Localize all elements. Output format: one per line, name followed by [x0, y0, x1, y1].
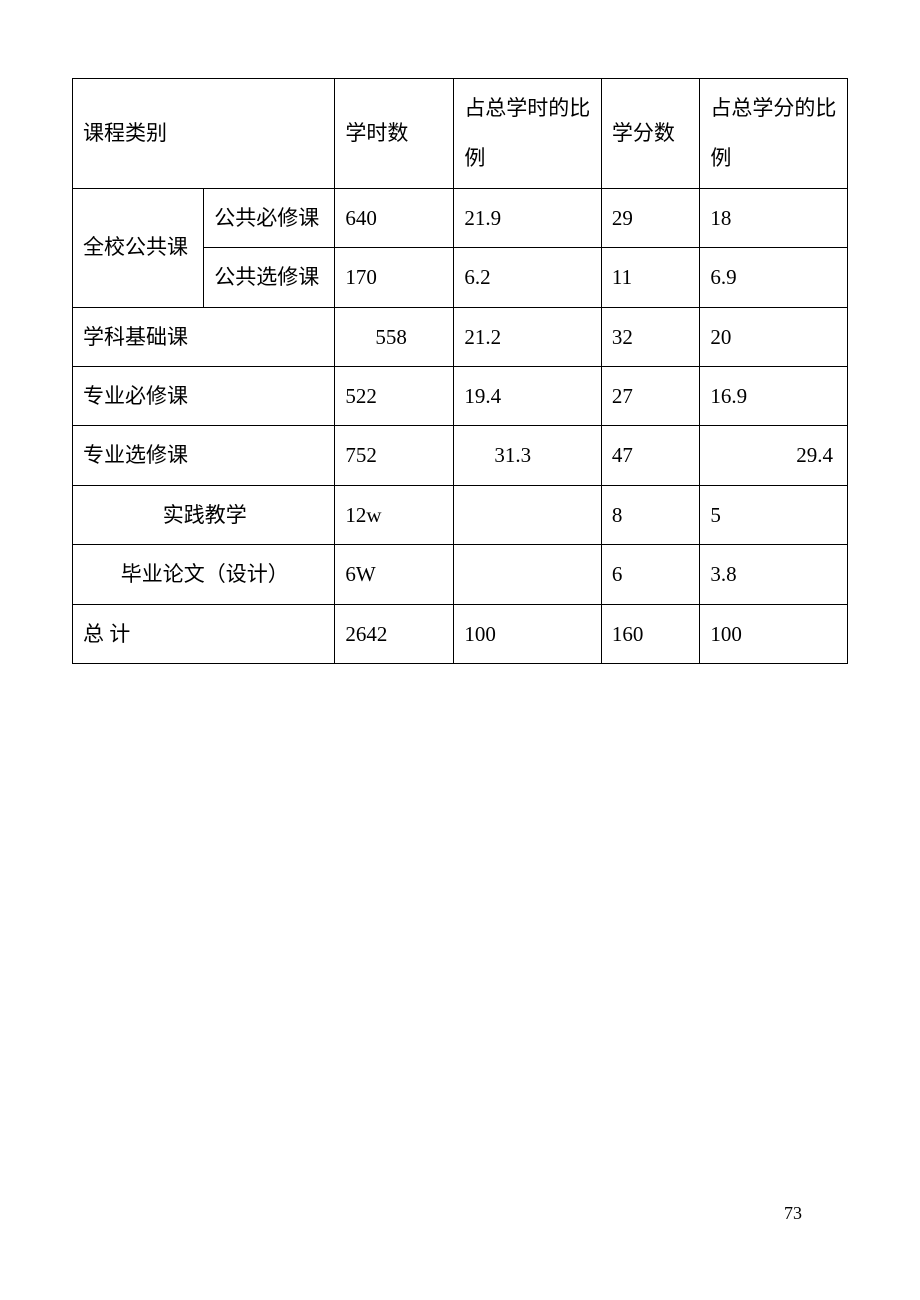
cell-major-opt-hours: 752	[335, 426, 454, 485]
cell-major-req-hours-pct: 19.4	[454, 366, 602, 425]
page-number: 73	[784, 1203, 802, 1224]
table-row: 专业必修课 522 19.4 27 16.9	[73, 366, 848, 425]
cell-subject-base-credits: 32	[601, 307, 699, 366]
header-credits: 学分数	[601, 79, 699, 189]
header-credits-pct: 占总学分的比例	[700, 79, 848, 189]
cell-practice-credits-pct: 5	[700, 485, 848, 544]
cell-group-public-label: 全校公共课	[73, 188, 204, 307]
table-row: 学科基础课 558 21.2 32 20	[73, 307, 848, 366]
cell-total-label: 总 计	[73, 604, 335, 663]
cell-major-req-hours: 522	[335, 366, 454, 425]
cell-practice-label: 实践教学	[73, 485, 335, 544]
cell-total-credits-pct: 100	[700, 604, 848, 663]
cell-public-req-hours: 640	[335, 188, 454, 247]
table-row: 实践教学 12w 8 5	[73, 485, 848, 544]
table-row: 总 计 2642 100 160 100	[73, 604, 848, 663]
cell-thesis-credits: 6	[601, 545, 699, 604]
header-course-category: 课程类别	[73, 79, 335, 189]
table-row: 专业选修课 752 31.3 47 29.4	[73, 426, 848, 485]
cell-major-opt-credits-pct: 29.4	[700, 426, 848, 485]
cell-major-opt-label: 专业选修课	[73, 426, 335, 485]
cell-total-credits: 160	[601, 604, 699, 663]
cell-thesis-hours-pct	[454, 545, 602, 604]
cell-subject-base-hours-pct: 21.2	[454, 307, 602, 366]
cell-thesis-label: 毕业论文（设计）	[73, 545, 335, 604]
cell-practice-hours-pct	[454, 485, 602, 544]
curriculum-table: 课程类别 学时数 占总学时的比例 学分数 占总学分的比例 全校公共课 公共必修课…	[72, 78, 848, 664]
cell-practice-hours: 12w	[335, 485, 454, 544]
cell-major-req-credits: 27	[601, 366, 699, 425]
cell-public-req-credits: 29	[601, 188, 699, 247]
cell-major-opt-hours-pct: 31.3	[454, 426, 602, 485]
cell-thesis-credits-pct: 3.8	[700, 545, 848, 604]
cell-public-opt-credits-pct: 6.9	[700, 248, 848, 307]
cell-public-opt-label: 公共选修课	[204, 248, 335, 307]
cell-public-opt-hours: 170	[335, 248, 454, 307]
cell-major-opt-credits: 47	[601, 426, 699, 485]
cell-public-req-hours-pct: 21.9	[454, 188, 602, 247]
cell-subject-base-credits-pct: 20	[700, 307, 848, 366]
cell-thesis-hours: 6W	[335, 545, 454, 604]
cell-public-req-label: 公共必修课	[204, 188, 335, 247]
cell-total-hours: 2642	[335, 604, 454, 663]
cell-major-req-credits-pct: 16.9	[700, 366, 848, 425]
cell-subject-base-label: 学科基础课	[73, 307, 335, 366]
cell-public-req-credits-pct: 18	[700, 188, 848, 247]
header-hours: 学时数	[335, 79, 454, 189]
cell-public-opt-credits: 11	[601, 248, 699, 307]
cell-practice-credits: 8	[601, 485, 699, 544]
table-header-row: 课程类别 学时数 占总学时的比例 学分数 占总学分的比例	[73, 79, 848, 189]
cell-major-req-label: 专业必修课	[73, 366, 335, 425]
table-row: 全校公共课 公共必修课 640 21.9 29 18	[73, 188, 848, 247]
table-row: 毕业论文（设计） 6W 6 3.8	[73, 545, 848, 604]
cell-total-hours-pct: 100	[454, 604, 602, 663]
cell-public-opt-hours-pct: 6.2	[454, 248, 602, 307]
header-hours-pct: 占总学时的比例	[454, 79, 602, 189]
cell-subject-base-hours: 558	[335, 307, 454, 366]
